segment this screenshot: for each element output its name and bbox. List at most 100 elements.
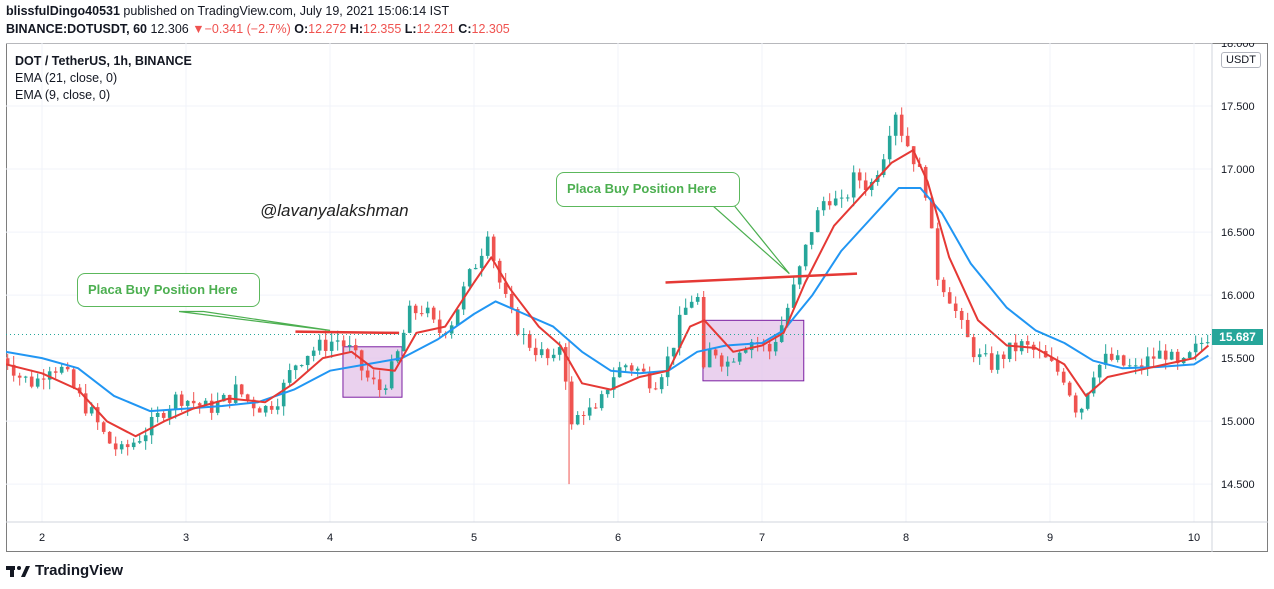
price-tick-label: 16.500 xyxy=(1221,227,1255,239)
price-tick-label: 15.500 xyxy=(1221,353,1255,365)
time-tick-label: 2 xyxy=(39,532,45,544)
candle-body xyxy=(425,307,430,314)
candle-body xyxy=(233,384,238,403)
time-tick-label: 3 xyxy=(183,532,189,544)
candle-body xyxy=(6,358,10,365)
publish-info: published on TradingView.com, July 19, 2… xyxy=(123,4,450,18)
ema21-line xyxy=(6,187,1209,413)
candle-body xyxy=(1193,343,1198,353)
candle-body xyxy=(455,309,460,326)
candle-body xyxy=(629,365,634,371)
candle-body xyxy=(545,349,550,359)
candle-body xyxy=(1091,377,1096,394)
candle-body xyxy=(1079,408,1084,413)
candle-body xyxy=(533,347,538,356)
candle-body xyxy=(731,361,736,363)
candle-body xyxy=(143,435,148,442)
candle-body xyxy=(1175,351,1180,364)
candle-body xyxy=(623,365,628,368)
low-value: 12.221 xyxy=(416,22,455,36)
candle-body xyxy=(197,403,202,406)
candle-body xyxy=(689,301,694,308)
candle-body xyxy=(827,201,832,206)
candle-body xyxy=(695,297,700,302)
candle-body xyxy=(857,172,862,181)
candle-body xyxy=(1187,352,1192,358)
candle-body xyxy=(809,232,814,245)
candle-body xyxy=(881,159,886,176)
candle-body xyxy=(95,407,100,423)
candle-body xyxy=(305,355,310,366)
resistance-trendline xyxy=(295,330,400,335)
candle-body xyxy=(977,354,982,358)
brand-name: TradingView xyxy=(35,562,124,579)
candle-body xyxy=(1199,342,1204,344)
candle-body xyxy=(299,365,304,367)
price-change: −0.341 (−2.7%) xyxy=(204,22,291,36)
candle-body xyxy=(671,347,676,357)
candle-body xyxy=(575,415,580,425)
candle-body xyxy=(245,394,250,400)
candle-body xyxy=(605,389,610,395)
candle-body xyxy=(767,343,772,352)
candle-body xyxy=(929,197,934,229)
highlight-box xyxy=(702,319,805,382)
candle-body xyxy=(335,340,340,342)
candle-body xyxy=(287,370,292,383)
candle-body xyxy=(725,361,730,367)
candle-body xyxy=(641,368,646,372)
candle-body xyxy=(101,422,106,432)
footer-brand[interactable]: TradingView xyxy=(6,562,123,579)
candle-body xyxy=(581,415,586,417)
time-tick-label: 4 xyxy=(327,532,333,544)
author-name[interactable]: blissfulDingo40531 xyxy=(6,4,120,18)
candle-body xyxy=(821,201,826,211)
candle-body xyxy=(557,347,562,355)
candle-body xyxy=(41,378,46,380)
ema9-legend[interactable]: EMA (9, close, 0) xyxy=(15,88,111,102)
candle-body xyxy=(1163,350,1168,360)
candle-body xyxy=(173,394,178,409)
resistance-trendline xyxy=(665,272,858,284)
candle-body xyxy=(131,442,136,448)
candle-body xyxy=(377,379,382,391)
candle-body xyxy=(203,400,208,406)
close-label: C: xyxy=(458,22,472,36)
candle-body xyxy=(647,371,652,389)
price-chart[interactable]: 18.000 17.500 17.000 16.500 16.000 15.500 15.0… xyxy=(6,43,1268,552)
callout-pointer xyxy=(702,197,790,275)
candle-body xyxy=(1169,351,1174,360)
ema9-line xyxy=(6,149,1210,438)
candle-body xyxy=(401,332,406,352)
low-label: L: xyxy=(404,22,417,36)
candle-body xyxy=(1205,342,1210,344)
candle-body xyxy=(761,342,766,344)
price-tick-label: 14.500 xyxy=(1221,479,1255,491)
candle-body xyxy=(251,399,256,409)
open-label: O: xyxy=(294,22,309,36)
candle-body xyxy=(587,407,592,416)
candle-body xyxy=(563,347,568,382)
ema21-legend[interactable]: EMA (21, close, 0) xyxy=(15,71,118,85)
candle-body xyxy=(1061,371,1066,383)
candle-body xyxy=(341,340,346,347)
candle-body xyxy=(11,364,16,376)
candle-body xyxy=(737,352,742,362)
candle-body xyxy=(539,349,544,356)
candle-body xyxy=(509,293,514,310)
candle-body xyxy=(239,384,244,395)
price-tick-label: 18.000 xyxy=(1221,43,1255,50)
candle-body xyxy=(635,368,640,371)
candle-body xyxy=(479,255,484,268)
candle-body xyxy=(329,341,334,351)
candle-body xyxy=(1109,353,1114,360)
candle-body xyxy=(17,375,22,378)
candle-body xyxy=(983,353,988,355)
candle-body xyxy=(989,353,994,370)
candle-body xyxy=(293,365,298,371)
candle-body xyxy=(515,309,520,335)
currency-label[interactable]: USDT xyxy=(1221,52,1261,68)
candle-body xyxy=(29,376,34,387)
candle-body xyxy=(185,400,190,406)
candle-body xyxy=(179,394,184,406)
